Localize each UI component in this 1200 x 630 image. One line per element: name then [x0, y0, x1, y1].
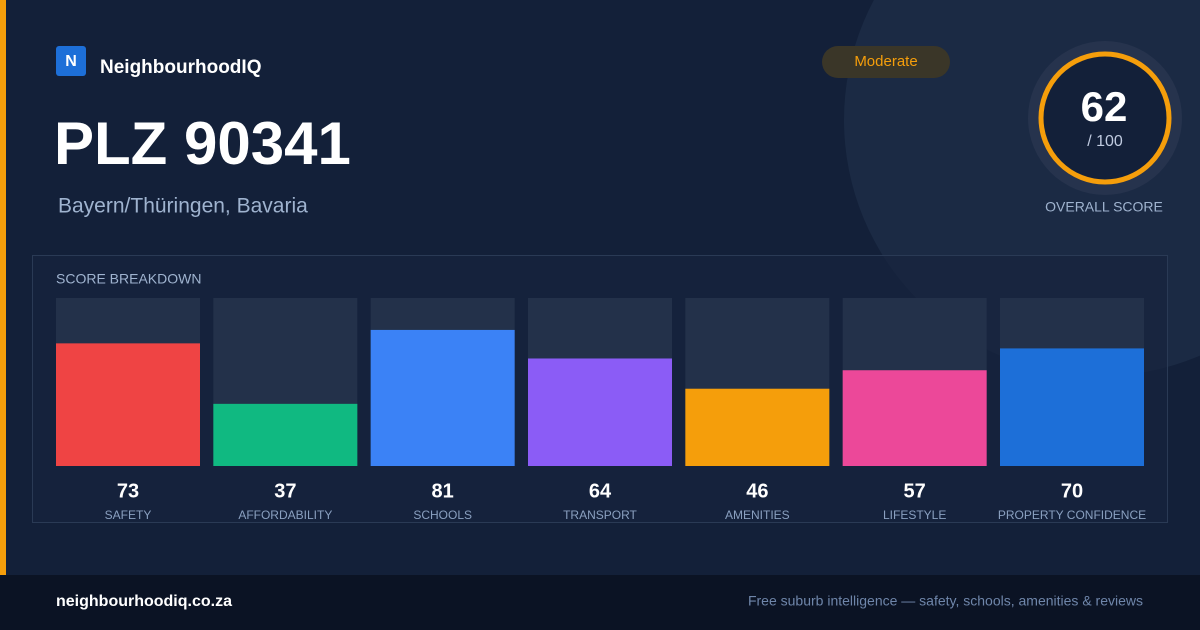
badge-text: Moderate	[854, 53, 917, 70]
bar	[1000, 348, 1144, 466]
bar	[370, 329, 515, 466]
logo-letter: N	[65, 53, 77, 70]
chart-title: SCORE BREAKDOWN	[56, 271, 201, 287]
accent-stripe	[0, 0, 6, 575]
bar	[528, 358, 672, 466]
category-label: AMENITIES	[725, 508, 790, 522]
bar	[56, 343, 200, 466]
category-label: PROPERTY CONFIDENCE	[998, 508, 1146, 522]
value-label: 64	[589, 480, 612, 502]
footer-site: neighbourhoodiq.co.za	[56, 593, 232, 610]
subtitle: Bayern/Thüringen, Bavaria	[58, 195, 308, 218]
category-label: SAFETY	[105, 508, 152, 522]
score-max: / 100	[1087, 133, 1123, 150]
logo	[56, 46, 86, 76]
bar	[685, 388, 830, 466]
value-label: 57	[904, 480, 926, 502]
score-label: OVERALL SCORE	[1045, 199, 1163, 215]
value-label: 70	[1061, 480, 1083, 502]
category-label: SCHOOLS	[413, 508, 472, 522]
value-label: 81	[432, 480, 454, 502]
brand: NeighbourhoodIQ	[100, 57, 261, 78]
score-value: 62	[1081, 83, 1128, 130]
title: PLZ 90341	[54, 110, 351, 177]
footer	[0, 575, 1200, 630]
value-label: 37	[274, 480, 296, 502]
value-label: 73	[117, 480, 139, 502]
footer-tagline: Free suburb intelligence — safety, schoo…	[748, 593, 1143, 609]
bar	[842, 370, 987, 466]
category-label: AFFORDABILITY	[238, 508, 332, 522]
category-label: TRANSPORT	[563, 508, 637, 522]
score-ring	[1038, 51, 1172, 185]
badge	[822, 46, 950, 78]
value-label: 46	[746, 480, 768, 502]
category-label: LIFESTYLE	[883, 508, 946, 522]
bar	[213, 403, 358, 466]
